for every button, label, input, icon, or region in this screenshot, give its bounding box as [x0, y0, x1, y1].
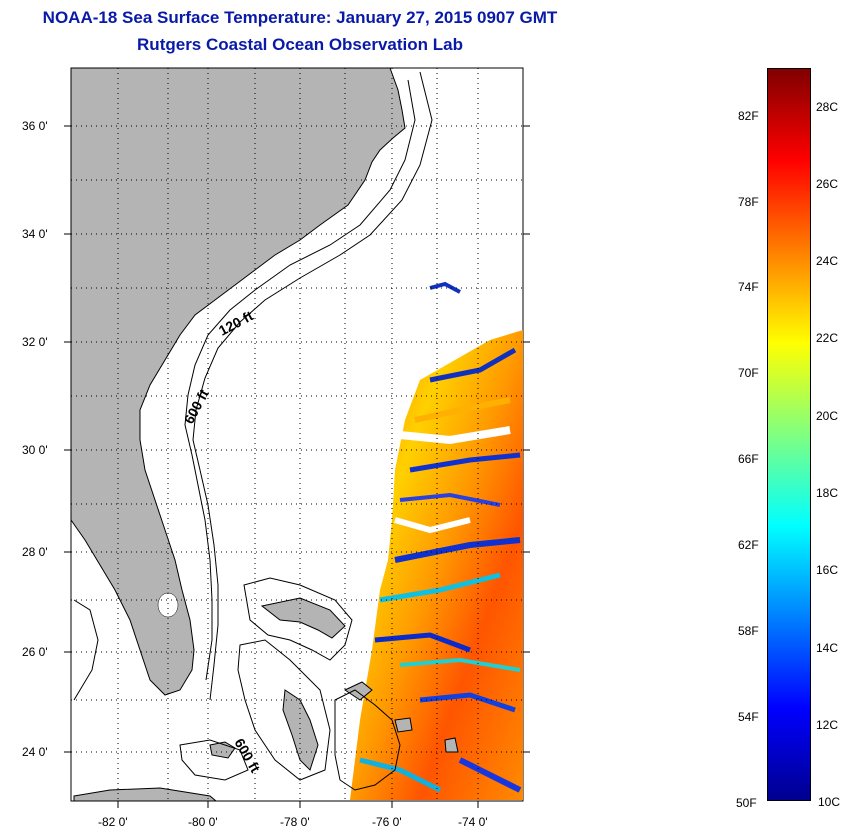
colorbar-f-74: 74F [738, 280, 759, 294]
colorbar-f-70: 70F [738, 366, 759, 380]
grid [71, 68, 523, 801]
lat-tick-28: 28 0' [22, 545, 48, 559]
colorbar-c-22: 22C [816, 331, 839, 345]
colorbar-f-54: 54F [738, 710, 759, 724]
lon-tick-80: -80 0' [188, 815, 218, 829]
lat-tick-30: 30 0' [22, 443, 48, 457]
colorbar-f-62: 62F [738, 538, 759, 552]
lon-tick-74: -74 0' [458, 815, 488, 829]
colorbar-f-78: 78F [738, 195, 759, 209]
colorbar-f-66: 66F [738, 452, 759, 466]
isobaths [73, 71, 433, 791]
colorbar-c-26: 26C [816, 177, 839, 191]
sst-swath [350, 281, 523, 800]
lon-tick-78: -78 0' [280, 815, 310, 829]
colorbar-c-14: 14C [816, 641, 839, 655]
colorbar-f-82: 82F [738, 109, 759, 123]
lat-tick-36: 36 0' [22, 119, 48, 133]
lat-tick-24: 24 0' [22, 745, 48, 759]
colorbar-c-18: 18C [816, 486, 839, 500]
lon-tick-76: -76 0' [372, 815, 402, 829]
colorbar-c-20: 20C [816, 409, 839, 423]
page-title: NOAA-18 Sea Surface Temperature: January… [42, 8, 558, 27]
lat-tick-32: 32 0' [22, 335, 48, 349]
lon-tick-82: -82 0' [98, 815, 128, 829]
frame-ticks [64, 125, 530, 808]
colorbar-c-24: 24C [816, 254, 839, 268]
colorbar-c-28: 28C [816, 100, 839, 114]
temperature-colorbar [767, 68, 811, 801]
colorbar-f-58: 58F [738, 624, 759, 638]
colorbar-c-12: 12C [816, 718, 839, 732]
page-subtitle: Rutgers Coastal Ocean Observation Lab [137, 35, 463, 54]
colorbar-c-16: 16C [816, 563, 839, 577]
land [70, 67, 459, 802]
colorbar-f-50: 50F [736, 796, 757, 810]
lat-tick-34: 34 0' [22, 227, 48, 241]
lat-tick-26: 26 0' [22, 645, 48, 659]
colorbar-c-10: 10C [818, 795, 841, 809]
